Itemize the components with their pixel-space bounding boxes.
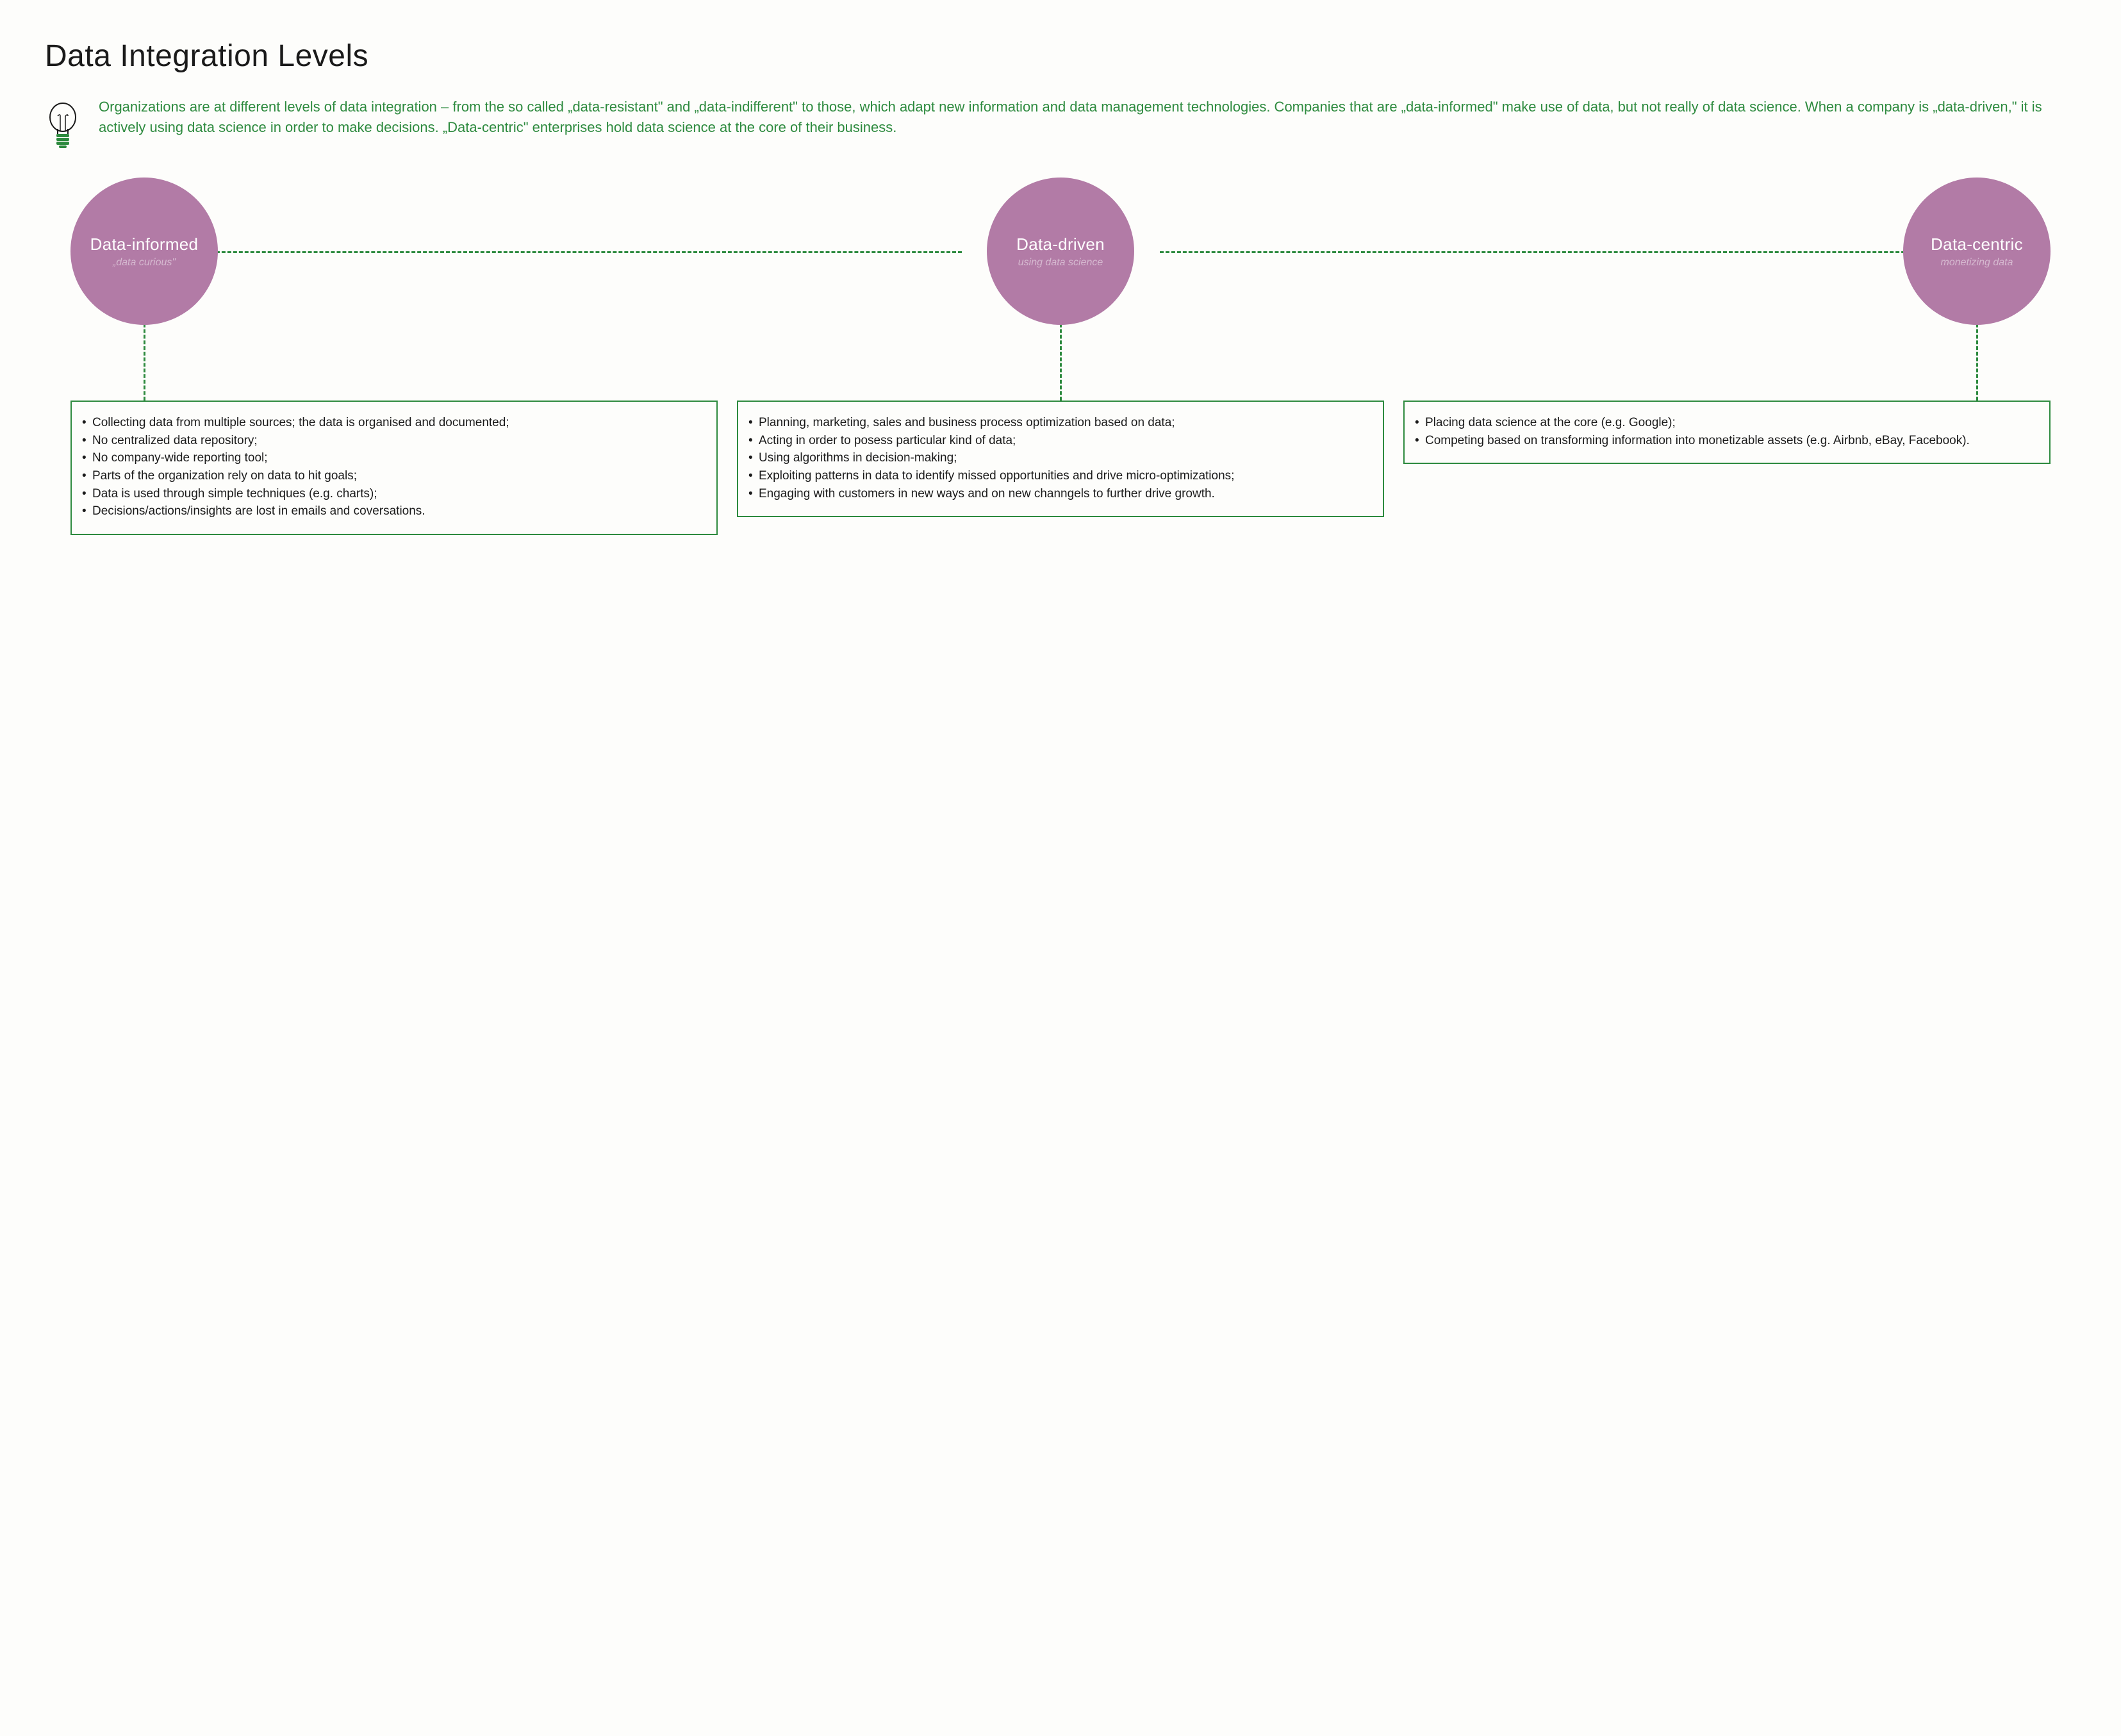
bullet-list: Planning, marketing, sales and business … (747, 415, 1369, 502)
connector-h-2 (1160, 251, 1923, 253)
bullet-item: Using algorithms in decision-making; (747, 450, 1369, 467)
bullet-item: Planning, marketing, sales and business … (747, 415, 1369, 431)
box-data-informed: Collecting data from multiple sources; t… (70, 401, 718, 535)
bullet-item: Placing data science at the core (e.g. G… (1414, 415, 2035, 431)
intro-row: Organizations are at different levels of… (45, 97, 2076, 152)
circle-data-informed: Data-informed „data curious" (70, 178, 218, 325)
box-data-driven: Planning, marketing, sales and business … (737, 401, 1384, 517)
bullet-item: Parts of the organization rely on data t… (81, 468, 702, 484)
vertical-connectors (70, 324, 2051, 401)
circle-data-driven: Data-driven using data science (987, 178, 1134, 325)
circle-title: Data-informed (90, 235, 199, 254)
bullet-item: Engaging with customers in new ways and … (747, 486, 1369, 502)
connector-v-3 (1976, 324, 1978, 401)
circle-subtitle: monetizing data (1941, 257, 2013, 269)
box-data-centric: Placing data science at the core (e.g. G… (1403, 401, 2051, 464)
connector-h-1 (199, 251, 962, 253)
bullet-item: Decisions/actions/insights are lost in e… (81, 503, 702, 520)
bullet-item: No company-wide reporting tool; (81, 450, 702, 467)
connector-v-1 (144, 324, 145, 401)
lightbulb-icon (45, 101, 81, 152)
page-title: Data Integration Levels (45, 38, 2076, 74)
circle-title: Data-centric (1931, 235, 2023, 254)
circles-row: Data-informed „data curious" Data-driven… (70, 178, 2051, 325)
connector-v-2 (1060, 324, 1062, 401)
bullet-list: Collecting data from multiple sources; t… (81, 415, 702, 520)
diagram: Data-informed „data curious" Data-driven… (70, 178, 2051, 535)
bullet-item: Acting in order to posess particular kin… (747, 433, 1369, 449)
bullet-item: Data is used through simple techniques (… (81, 486, 702, 502)
circle-title: Data-driven (1016, 235, 1105, 254)
intro-text: Organizations are at different levels of… (99, 97, 2076, 138)
bullet-item: Collecting data from multiple sources; t… (81, 415, 702, 431)
bullet-item: Competing based on trans­forming informa… (1414, 433, 2035, 449)
bullet-item: No centralized data repository; (81, 433, 702, 449)
circle-data-centric: Data-centric monetizing data (1903, 178, 2051, 325)
boxes-row: Collecting data from multiple sources; t… (70, 401, 2051, 535)
circle-subtitle: using data science (1018, 257, 1103, 269)
circle-subtitle: „data curious" (113, 257, 176, 269)
bullet-item: Exploiting patterns in data to identify … (747, 468, 1369, 484)
bullet-list: Placing data science at the core (e.g. G… (1414, 415, 2035, 449)
